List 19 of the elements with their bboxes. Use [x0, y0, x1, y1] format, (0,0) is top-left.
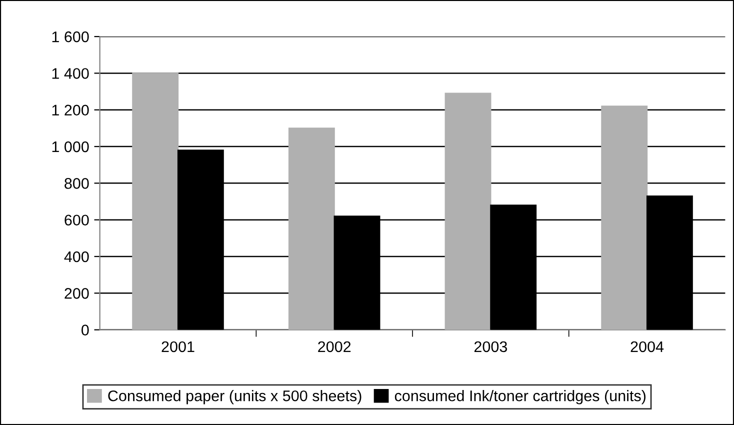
- bar: [288, 128, 335, 330]
- bar: [601, 106, 648, 330]
- x-tick-label: 2002: [318, 341, 351, 352]
- bar: [132, 72, 179, 330]
- legend-label: Consumed paper (units x 500 sheets): [108, 390, 362, 404]
- y-tick-label: 600: [64, 214, 89, 226]
- y-tick-label: 0: [82, 324, 89, 336]
- y-tick-label: 400: [64, 251, 89, 262]
- y-tick-label: 1 600: [52, 31, 89, 42]
- y-tick-label: 1 000: [52, 141, 89, 152]
- y-tick-label: 800: [64, 178, 89, 189]
- x-tick-label: 2004: [630, 341, 664, 352]
- x-tick-label: 2001: [162, 341, 194, 352]
- y-tick-label: 1 200: [52, 104, 89, 116]
- x-tick-label: 2003: [474, 341, 508, 352]
- y-tick-label: 1 400: [52, 68, 89, 79]
- y-tick-label: 200: [64, 288, 89, 299]
- bar: [444, 92, 492, 330]
- legend-label: consumed Ink/toner cartridges (units): [394, 390, 646, 404]
